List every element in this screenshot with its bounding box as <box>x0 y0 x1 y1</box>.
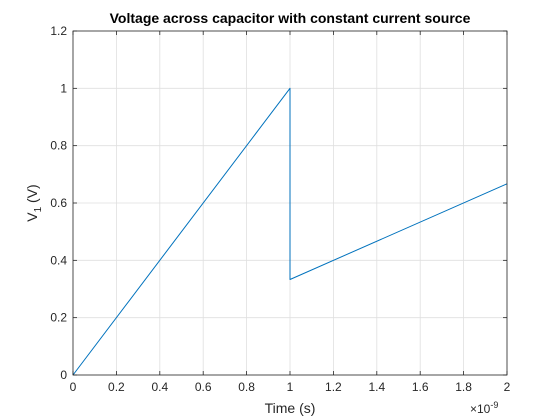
x-tick-label: 1 <box>287 380 294 394</box>
x-axis-multiplier-base: ×10 <box>470 402 491 416</box>
ticks <box>72 30 508 376</box>
y-tick-label: 0.8 <box>50 139 67 153</box>
x-tick-label: 1.8 <box>455 380 472 394</box>
x-tick-label: 1.2 <box>325 380 342 394</box>
tick-labels: 0 0.2 0.4 0.6 0.8 1 1.2 1.4 1.6 1.8 2 0 0.2 0.4 0.6 0.8… <box>50 24 510 394</box>
y-tick-label: 1.2 <box>50 24 67 38</box>
y-axis-label: V1 (V) <box>24 184 44 221</box>
x-tick-label: 2 <box>504 380 511 394</box>
x-tick-label: 0.2 <box>108 380 125 394</box>
x-axis-multiplier-exponent: -9 <box>490 400 498 410</box>
x-axis-label: Time (s) <box>265 400 316 416</box>
y-axis-label-main: V <box>24 212 40 222</box>
y-axis-label-subscript: 1 <box>33 206 44 212</box>
y-tick-label: 1 <box>60 81 67 95</box>
x-tick-label: 1.4 <box>368 380 385 394</box>
x-tick-label: 0.6 <box>195 380 212 394</box>
y-tick-label: 0.4 <box>50 253 67 267</box>
x-tick-label: 0 <box>70 380 77 394</box>
y-tick-label: 0.2 <box>50 311 67 325</box>
x-tick-label: 0.4 <box>151 380 168 394</box>
series-line <box>72 87 508 376</box>
x-tick-label: 0.8 <box>238 380 255 394</box>
y-tick-label: 0.6 <box>50 196 67 210</box>
x-tick-label: 1.6 <box>412 380 429 394</box>
series-layer <box>72 87 508 376</box>
y-tick-label: 0 <box>60 368 67 382</box>
chart-title: Voltage across capacitor with constant c… <box>110 10 471 26</box>
y-axis-label-unit: (V) <box>24 184 40 207</box>
x-axis-multiplier: ×10-9 <box>470 400 498 416</box>
